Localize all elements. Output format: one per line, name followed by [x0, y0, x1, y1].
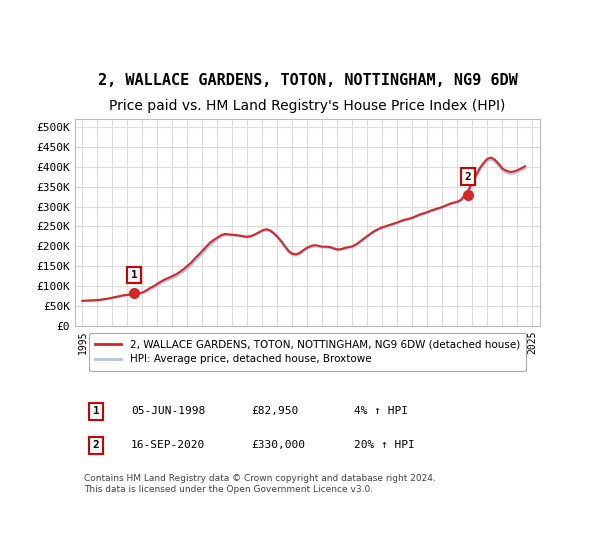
- Text: 2: 2: [92, 440, 100, 450]
- Text: 16-SEP-2020: 16-SEP-2020: [131, 440, 205, 450]
- Legend: 2, WALLACE GARDENS, TOTON, NOTTINGHAM, NG9 6DW (detached house), HPI: Average pr: 2, WALLACE GARDENS, TOTON, NOTTINGHAM, N…: [89, 333, 526, 371]
- Text: £82,950: £82,950: [252, 407, 299, 417]
- Text: Price paid vs. HM Land Registry's House Price Index (HPI): Price paid vs. HM Land Registry's House …: [109, 99, 506, 113]
- Text: £330,000: £330,000: [252, 440, 306, 450]
- Text: 4% ↑ HPI: 4% ↑ HPI: [354, 407, 408, 417]
- Text: 20% ↑ HPI: 20% ↑ HPI: [354, 440, 415, 450]
- Text: Contains HM Land Registry data © Crown copyright and database right 2024.
This d: Contains HM Land Registry data © Crown c…: [84, 474, 436, 493]
- Text: 1: 1: [92, 407, 100, 417]
- Text: 2: 2: [465, 172, 472, 181]
- Text: 1: 1: [131, 270, 137, 280]
- Text: 2, WALLACE GARDENS, TOTON, NOTTINGHAM, NG9 6DW: 2, WALLACE GARDENS, TOTON, NOTTINGHAM, N…: [98, 73, 517, 87]
- Text: 05-JUN-1998: 05-JUN-1998: [131, 407, 205, 417]
